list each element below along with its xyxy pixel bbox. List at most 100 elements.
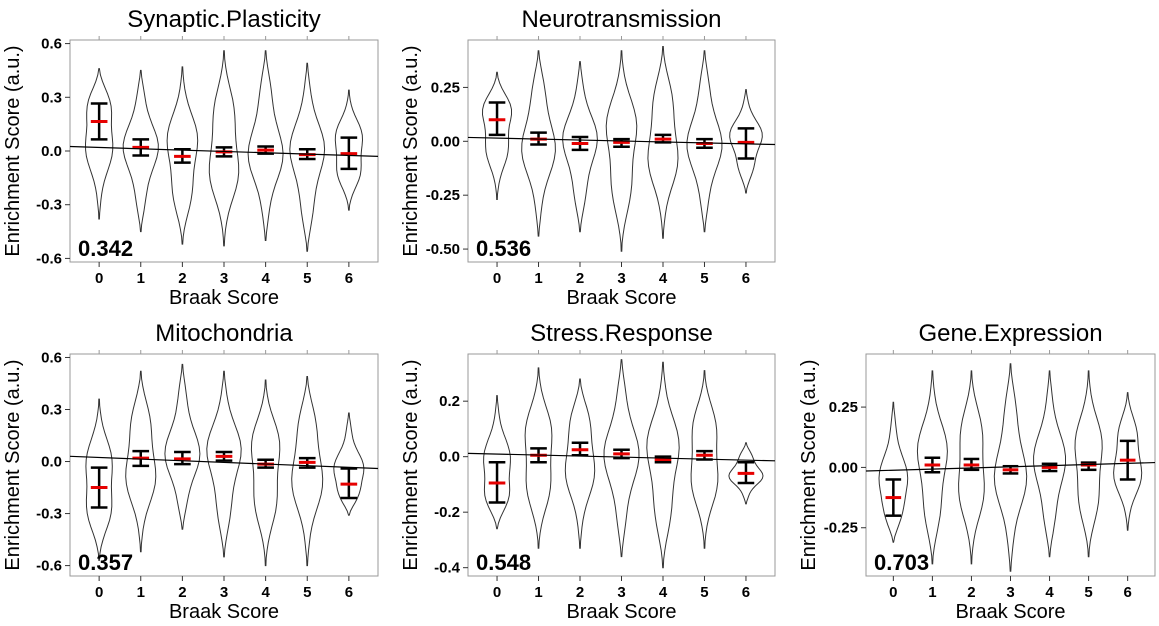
x-axis-label: Braak Score xyxy=(566,601,676,623)
plot-frame xyxy=(467,39,776,263)
violin-6 xyxy=(729,89,763,194)
x-tick-label: 1 xyxy=(534,584,542,601)
x-tick-label: 6 xyxy=(345,270,353,287)
x-tick-label: 6 xyxy=(742,584,750,601)
y-tick-label: -0.6 xyxy=(36,250,62,267)
y-tick-label: 0.6 xyxy=(41,36,62,53)
x-tick-label: 1 xyxy=(137,584,145,601)
violin-4 xyxy=(1033,370,1066,558)
chart-title: Stress.Response xyxy=(530,320,713,347)
x-tick-label: 1 xyxy=(928,584,936,601)
x-tick-label: 1 xyxy=(137,270,145,287)
y-tick-label: -0.2 xyxy=(434,504,460,521)
chart-panel-2: Neurotransmission Enrichment Score (a.u.)… xyxy=(400,6,776,309)
violin-4 xyxy=(646,361,680,569)
y-tick-label: -0.4 xyxy=(434,560,461,577)
x-tick-label: 0 xyxy=(95,584,103,601)
x-tick-label: 3 xyxy=(220,270,228,287)
chart-panel-4: Stress.Response Enrichment Score (a.u.) Br… xyxy=(400,320,776,623)
x-tick-label: 3 xyxy=(220,584,228,601)
y-axis-label: Enrichment Score (a.u.) xyxy=(400,359,422,570)
x-tick-label: 1 xyxy=(534,270,542,287)
violin-1 xyxy=(125,370,157,553)
violin-4 xyxy=(250,379,281,567)
trend-line xyxy=(69,145,379,157)
y-axis-label: Enrichment Score (a.u.) xyxy=(798,359,820,570)
x-axis-label: Braak Score xyxy=(566,287,676,309)
y-tick-label: -0.3 xyxy=(36,506,62,523)
x-tick-label: 2 xyxy=(967,584,975,601)
y-axis-label: Enrichment Score (a.u.) xyxy=(2,359,24,570)
violin-6 xyxy=(333,412,365,516)
y-tick-label: -0.3 xyxy=(36,197,62,214)
chart-panel-1: Synaptic.Plasticity Enrichment Score (a.u… xyxy=(2,6,379,309)
stat-annotation: 0.703 xyxy=(874,550,929,575)
y-tick-label: 0.3 xyxy=(41,89,62,106)
violin-1 xyxy=(122,69,159,233)
violin-2 xyxy=(164,363,201,530)
x-tick-label: 2 xyxy=(576,584,584,601)
violin-0 xyxy=(85,398,113,561)
x-tick-label: 4 xyxy=(659,270,668,287)
chart-panel-5: Gene.Expression Enrichment Score (a.u.) Br… xyxy=(798,320,1156,623)
x-tick-label: 0 xyxy=(889,584,897,601)
y-tick-label: 0.0 xyxy=(41,143,62,160)
violin-0 xyxy=(878,401,909,543)
violin-5 xyxy=(289,62,326,252)
x-tick-label: 4 xyxy=(1045,584,1054,601)
x-tick-label: 5 xyxy=(700,270,708,287)
trend-line xyxy=(865,461,1156,472)
y-tick-label: -0.25 xyxy=(426,187,460,204)
x-tick-label: 2 xyxy=(178,270,186,287)
x-tick-label: 6 xyxy=(1123,584,1131,601)
violin-3 xyxy=(993,363,1028,572)
x-tick-label: 2 xyxy=(178,584,186,601)
y-tick-label: 0.25 xyxy=(431,79,460,96)
x-tick-label: 2 xyxy=(576,270,584,287)
violin-2 xyxy=(958,370,985,565)
x-tick-label: 0 xyxy=(493,270,501,287)
x-tick-label: 3 xyxy=(617,584,625,601)
x-axis-label: Braak Score xyxy=(169,601,279,623)
x-tick-label: 4 xyxy=(659,584,668,601)
violin-5 xyxy=(291,376,324,567)
violin-0 xyxy=(84,68,114,220)
violin-0 xyxy=(481,71,512,200)
trend-line xyxy=(467,452,776,462)
violin-5 xyxy=(686,50,723,233)
violin-3 xyxy=(208,50,240,247)
violin-4 xyxy=(247,50,284,241)
chart-title: Gene.Expression xyxy=(918,320,1102,347)
violin-6 xyxy=(1113,392,1143,531)
plot-frame xyxy=(69,353,379,577)
x-axis-label: Braak Score xyxy=(955,601,1065,623)
violin-2 xyxy=(564,378,596,549)
violin-3 xyxy=(603,359,640,558)
trend-line xyxy=(467,136,776,146)
violin-2 xyxy=(166,66,199,245)
x-tick-label: 4 xyxy=(261,270,270,287)
y-tick-label: 0.2 xyxy=(439,393,460,410)
x-tick-label: 5 xyxy=(1084,584,1092,601)
y-tick-label: 0.00 xyxy=(829,459,858,476)
violin-4 xyxy=(647,46,679,239)
y-axis-label: Enrichment Score (a.u.) xyxy=(2,45,24,256)
y-tick-label: 0.3 xyxy=(41,402,62,419)
violin-3 xyxy=(206,370,242,558)
y-tick-label: -0.50 xyxy=(426,241,460,258)
x-tick-label: 3 xyxy=(617,270,625,287)
x-tick-label: 6 xyxy=(345,584,353,601)
chart-title: Synaptic.Plasticity xyxy=(127,6,320,33)
stat-annotation: 0.342 xyxy=(78,236,133,261)
y-tick-label: -0.6 xyxy=(36,558,62,575)
y-tick-label: 0.0 xyxy=(41,454,62,471)
violin-1 xyxy=(521,50,556,237)
trend-line xyxy=(69,455,379,470)
plot-frame xyxy=(467,353,776,577)
stat-annotation: 0.536 xyxy=(476,236,531,261)
y-tick-label: 0.6 xyxy=(41,349,62,366)
violin-1 xyxy=(524,367,553,549)
stat-annotation: 0.548 xyxy=(476,550,531,575)
violin-1 xyxy=(916,370,948,565)
